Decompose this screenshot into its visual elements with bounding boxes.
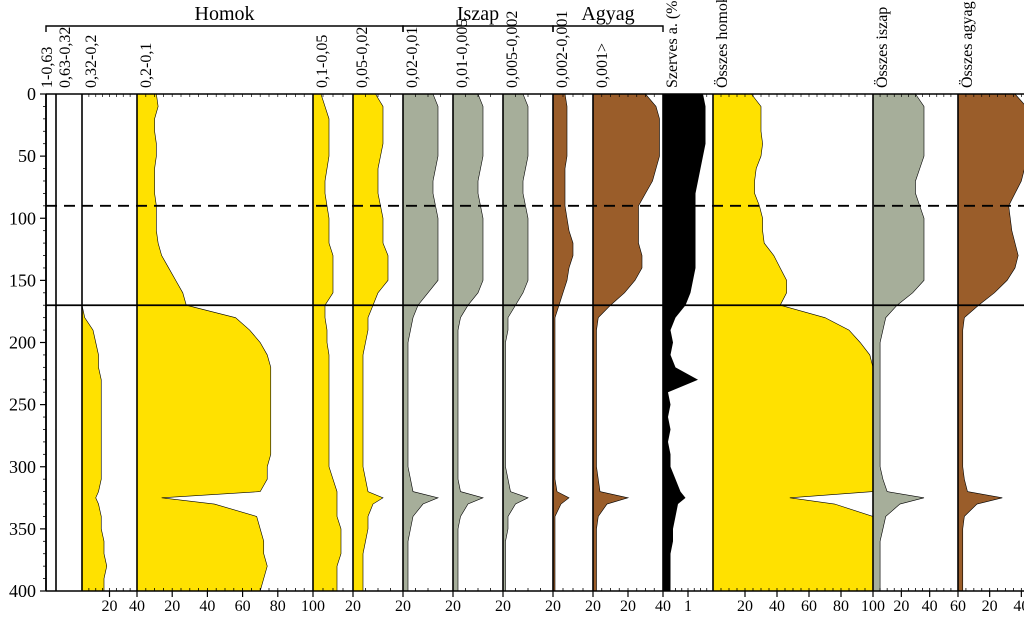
profile-c4 [313, 94, 341, 591]
x-tick-label: 20 [585, 598, 601, 615]
column-label: 0,02-0,01 [404, 27, 421, 88]
x-tick-label: 40 [129, 598, 145, 615]
y-tick-label: 150 [9, 270, 36, 290]
column-label: Összes iszap [873, 7, 891, 88]
profile-c14 [958, 94, 1024, 591]
x-tick-label: 40 [922, 598, 938, 615]
x-tick-label: 20 [545, 598, 561, 615]
y-tick-label: 50 [18, 146, 36, 166]
column-label: Szerves a. (%) [664, 0, 681, 88]
x-tick-label: 20 [737, 598, 753, 615]
x-tick-label: 40 [769, 598, 785, 615]
x-tick-label: 1 [684, 598, 692, 615]
x-tick-label: 40 [1013, 598, 1024, 615]
column-label: 0,1-0,05 [314, 35, 331, 88]
column-label: 0,63-0,32 [57, 27, 74, 88]
group-label: Agyag [581, 3, 634, 25]
column-label: 0,2-0,1 [138, 43, 155, 88]
x-tick-label: 20 [495, 598, 511, 615]
sediment-profile-chart: 20 40 20 40 60 80 100 20 20 20 20 20 20 20 40 1 20 40 60 80… [0, 0, 1024, 617]
column-label: 0,002-0,001 [554, 11, 571, 88]
x-tick-label: 20 [164, 598, 180, 615]
profile-c13 [873, 94, 924, 591]
x-tick-label: 20 [982, 598, 998, 615]
x-tick-label: 20 [345, 598, 361, 615]
column-label: Összes homok [713, 0, 731, 88]
column-label: 0,32-0,2 [83, 35, 100, 88]
y-tick-label: 400 [9, 581, 36, 601]
x-tick-label: 40 [199, 598, 215, 615]
group-bracket [403, 26, 553, 32]
chart-svg: 20 40 20 40 60 80 100 20 20 20 20 20 20 20 40 1 20 40 60 80… [0, 0, 1024, 617]
column-label: 0,001> [594, 43, 611, 88]
column-label: 1-0,63 [39, 47, 56, 88]
x-tick-label: 20 [395, 598, 411, 615]
x-tick-label: 100 [301, 598, 325, 615]
x-tick-label: 100 [861, 598, 885, 615]
y-tick-label: 0 [27, 84, 36, 104]
profile-c6 [403, 94, 438, 591]
y-tick-label: 300 [9, 457, 36, 477]
x-tick-label: 40 [655, 598, 671, 615]
profile-c2 [82, 94, 107, 591]
profile-c10 [593, 94, 660, 591]
x-tick-label: 20 [445, 598, 461, 615]
y-tick-label: 100 [9, 208, 36, 228]
profile-c5 [353, 94, 388, 591]
x-tick-label: 20 [102, 598, 118, 615]
profile-c12 [713, 94, 873, 591]
profile-c3 [137, 94, 271, 591]
x-tick-label: 20 [893, 598, 909, 615]
column-label: 0,01-0,005 [454, 19, 471, 88]
x-tick-label: 80 [270, 598, 286, 615]
y-tick-label: 250 [9, 395, 36, 415]
y-tick-label: 350 [9, 519, 36, 539]
x-tick-label: 60 [950, 598, 966, 615]
profile-c8 [503, 94, 528, 591]
group-label: Homok [195, 3, 255, 25]
x-tick-label: 80 [833, 598, 849, 615]
x-tick-label: 60 [235, 598, 251, 615]
y-tick-label: 200 [9, 333, 36, 353]
column-label: 0,05-0,02 [354, 27, 371, 88]
column-label: 0,005-0,002 [504, 11, 521, 88]
column-label: Összes agyag [958, 1, 976, 88]
profile-c9 [553, 94, 573, 591]
group-bracket [46, 26, 403, 32]
x-tick-label: 60 [801, 598, 817, 615]
profile-c7 [453, 94, 483, 591]
profile-c11 [663, 94, 706, 591]
x-tick-label: 20 [620, 598, 636, 615]
